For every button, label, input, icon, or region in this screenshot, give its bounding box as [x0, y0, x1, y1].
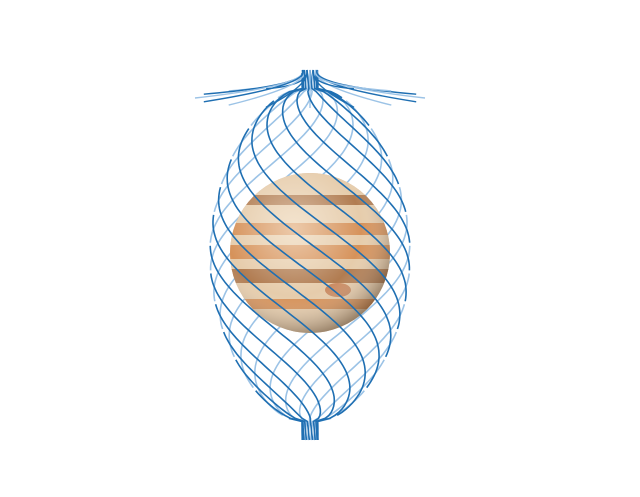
orbit-line-front	[212, 214, 351, 441]
orbit-lines-front	[194, 69, 426, 441]
orbit-flare	[316, 69, 417, 95]
orbit-line-front	[226, 159, 380, 389]
orbit-line-front	[306, 69, 407, 213]
planet-shading	[230, 173, 390, 333]
orbit-line-front	[237, 128, 392, 358]
orbit-line-front	[296, 69, 411, 243]
orbit-line-back	[284, 245, 411, 441]
jupiter-planet	[230, 173, 390, 333]
orbit-line-front	[266, 73, 407, 302]
orbit-flare	[314, 69, 392, 92]
orbit-line-front	[255, 69, 389, 441]
orbit-line-front	[281, 69, 411, 271]
orbit-line-front	[251, 100, 401, 330]
orbit-line-front	[209, 245, 336, 441]
orbit-line-front	[217, 187, 367, 416]
orbit-flare	[312, 69, 355, 90]
orbit-line-back	[213, 69, 314, 213]
orbit-line-front	[214, 304, 314, 441]
orbit-line-back	[209, 69, 339, 271]
orbit-line-front	[210, 273, 322, 441]
